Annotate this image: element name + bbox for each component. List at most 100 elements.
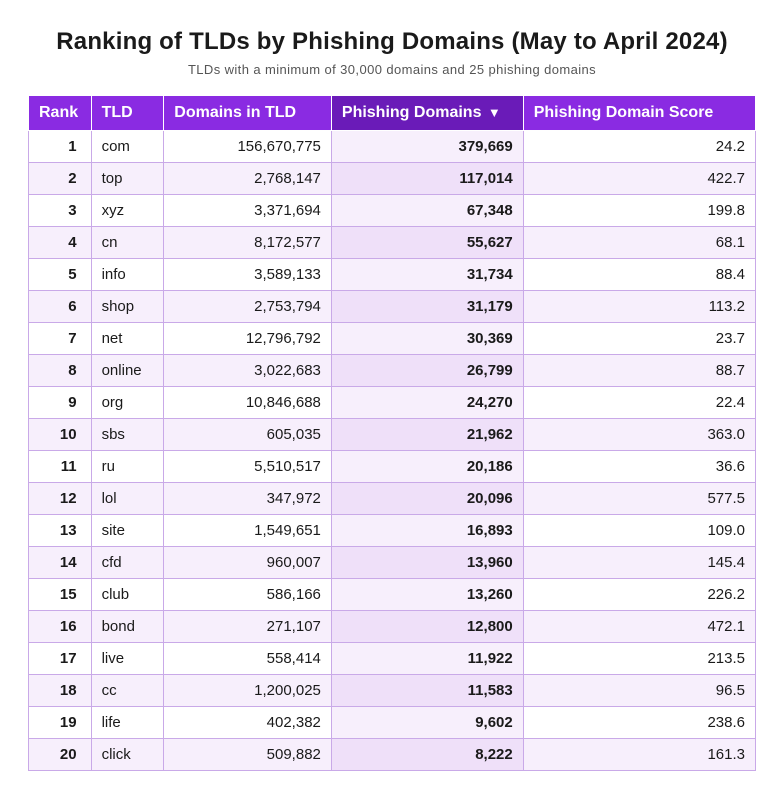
cell-tld: net bbox=[91, 323, 164, 355]
cell-domains: 960,007 bbox=[164, 547, 332, 579]
cell-rank: 18 bbox=[29, 675, 92, 707]
cell-phishing: 55,627 bbox=[331, 227, 523, 259]
cell-phishing: 379,669 bbox=[331, 131, 523, 163]
col-header-rank[interactable]: Rank bbox=[29, 96, 92, 131]
cell-phishing: 31,734 bbox=[331, 259, 523, 291]
col-header-phishing-label: Phishing Domains bbox=[342, 104, 482, 121]
cell-domains: 3,589,133 bbox=[164, 259, 332, 291]
cell-rank: 2 bbox=[29, 163, 92, 195]
cell-score: 88.7 bbox=[523, 355, 755, 387]
cell-score: 238.6 bbox=[523, 707, 755, 739]
cell-rank: 9 bbox=[29, 387, 92, 419]
table-row: 15club586,16613,260226.2 bbox=[29, 579, 756, 611]
table-row: 2top2,768,147117,014422.7 bbox=[29, 163, 756, 195]
cell-score: 472.1 bbox=[523, 611, 755, 643]
cell-score: 226.2 bbox=[523, 579, 755, 611]
cell-rank: 19 bbox=[29, 707, 92, 739]
page-title: Ranking of TLDs by Phishing Domains (May… bbox=[28, 28, 756, 56]
cell-rank: 14 bbox=[29, 547, 92, 579]
cell-rank: 1 bbox=[29, 131, 92, 163]
cell-score: 213.5 bbox=[523, 643, 755, 675]
cell-domains: 10,846,688 bbox=[164, 387, 332, 419]
col-header-domains[interactable]: Domains in TLD bbox=[164, 96, 332, 131]
cell-tld: sbs bbox=[91, 419, 164, 451]
cell-domains: 12,796,792 bbox=[164, 323, 332, 355]
cell-score: 88.4 bbox=[523, 259, 755, 291]
cell-domains: 2,753,794 bbox=[164, 291, 332, 323]
cell-tld: shop bbox=[91, 291, 164, 323]
cell-rank: 4 bbox=[29, 227, 92, 259]
cell-phishing: 30,369 bbox=[331, 323, 523, 355]
cell-tld: cfd bbox=[91, 547, 164, 579]
cell-domains: 558,414 bbox=[164, 643, 332, 675]
table-row: 4cn8,172,57755,62768.1 bbox=[29, 227, 756, 259]
cell-phishing: 21,962 bbox=[331, 419, 523, 451]
cell-domains: 402,382 bbox=[164, 707, 332, 739]
cell-score: 145.4 bbox=[523, 547, 755, 579]
table-row: 12lol347,97220,096577.5 bbox=[29, 483, 756, 515]
cell-rank: 5 bbox=[29, 259, 92, 291]
cell-tld: cc bbox=[91, 675, 164, 707]
cell-phishing: 20,096 bbox=[331, 483, 523, 515]
cell-phishing: 12,800 bbox=[331, 611, 523, 643]
table-body: 1com156,670,775379,66924.22top2,768,1471… bbox=[29, 131, 756, 771]
cell-domains: 586,166 bbox=[164, 579, 332, 611]
sort-desc-icon: ▼ bbox=[488, 105, 501, 120]
cell-domains: 1,200,025 bbox=[164, 675, 332, 707]
cell-rank: 12 bbox=[29, 483, 92, 515]
cell-rank: 6 bbox=[29, 291, 92, 323]
cell-score: 36.6 bbox=[523, 451, 755, 483]
cell-score: 422.7 bbox=[523, 163, 755, 195]
cell-rank: 10 bbox=[29, 419, 92, 451]
cell-phishing: 20,186 bbox=[331, 451, 523, 483]
table-row: 11ru5,510,51720,18636.6 bbox=[29, 451, 756, 483]
cell-tld: ru bbox=[91, 451, 164, 483]
table-header-row: Rank TLD Domains in TLD Phishing Domains… bbox=[29, 96, 756, 131]
table-row: 9org10,846,68824,27022.4 bbox=[29, 387, 756, 419]
cell-tld: cn bbox=[91, 227, 164, 259]
table-row: 3xyz3,371,69467,348199.8 bbox=[29, 195, 756, 227]
cell-score: 577.5 bbox=[523, 483, 755, 515]
cell-tld: org bbox=[91, 387, 164, 419]
cell-domains: 2,768,147 bbox=[164, 163, 332, 195]
cell-score: 24.2 bbox=[523, 131, 755, 163]
table-row: 1com156,670,775379,66924.2 bbox=[29, 131, 756, 163]
cell-phishing: 13,960 bbox=[331, 547, 523, 579]
table-row: 13site1,549,65116,893109.0 bbox=[29, 515, 756, 547]
cell-score: 113.2 bbox=[523, 291, 755, 323]
cell-phishing: 117,014 bbox=[331, 163, 523, 195]
table-row: 19life402,3829,602238.6 bbox=[29, 707, 756, 739]
cell-score: 363.0 bbox=[523, 419, 755, 451]
cell-tld: bond bbox=[91, 611, 164, 643]
cell-phishing: 16,893 bbox=[331, 515, 523, 547]
cell-rank: 7 bbox=[29, 323, 92, 355]
table-row: 16bond271,10712,800472.1 bbox=[29, 611, 756, 643]
cell-tld: info bbox=[91, 259, 164, 291]
cell-tld: click bbox=[91, 739, 164, 771]
cell-phishing: 8,222 bbox=[331, 739, 523, 771]
cell-phishing: 9,602 bbox=[331, 707, 523, 739]
cell-domains: 509,882 bbox=[164, 739, 332, 771]
table-row: 8online3,022,68326,79988.7 bbox=[29, 355, 756, 387]
cell-tld: live bbox=[91, 643, 164, 675]
table-row: 18cc1,200,02511,58396.5 bbox=[29, 675, 756, 707]
cell-phishing: 67,348 bbox=[331, 195, 523, 227]
cell-rank: 13 bbox=[29, 515, 92, 547]
cell-tld: online bbox=[91, 355, 164, 387]
cell-domains: 1,549,651 bbox=[164, 515, 332, 547]
col-header-score[interactable]: Phishing Domain Score bbox=[523, 96, 755, 131]
table-row: 6shop2,753,79431,179113.2 bbox=[29, 291, 756, 323]
col-header-tld[interactable]: TLD bbox=[91, 96, 164, 131]
cell-tld: life bbox=[91, 707, 164, 739]
page-subtitle: TLDs with a minimum of 30,000 domains an… bbox=[28, 62, 756, 77]
cell-domains: 605,035 bbox=[164, 419, 332, 451]
cell-domains: 156,670,775 bbox=[164, 131, 332, 163]
cell-rank: 16 bbox=[29, 611, 92, 643]
cell-tld: top bbox=[91, 163, 164, 195]
table-row: 14cfd960,00713,960145.4 bbox=[29, 547, 756, 579]
cell-rank: 15 bbox=[29, 579, 92, 611]
cell-tld: site bbox=[91, 515, 164, 547]
cell-domains: 271,107 bbox=[164, 611, 332, 643]
cell-score: 23.7 bbox=[523, 323, 755, 355]
col-header-phishing[interactable]: Phishing Domains ▼ bbox=[331, 96, 523, 131]
